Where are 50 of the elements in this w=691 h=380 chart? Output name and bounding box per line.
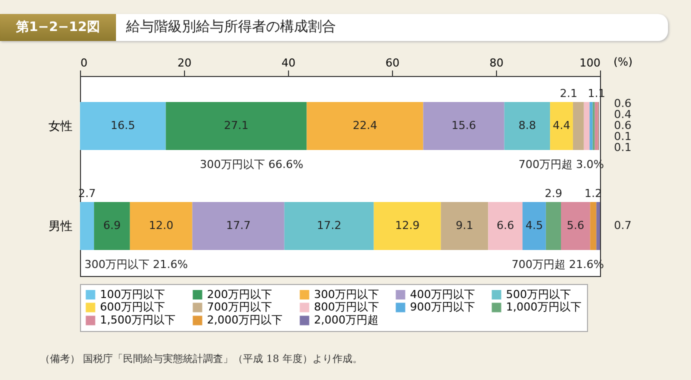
- x-tick-label: 80: [490, 56, 504, 70]
- data-label: 16.5: [110, 119, 136, 132]
- data-label: 5.6: [566, 219, 584, 232]
- legend-label: 800万円以下: [314, 300, 379, 314]
- x-tick-label: 100: [580, 56, 600, 70]
- chart-subtitle: 第1−2−12図: [0, 14, 116, 41]
- data-label: 0.1: [614, 130, 632, 143]
- legend-label: 2,000万円以下: [207, 314, 282, 326]
- text: （備考） 国税庁「民間給与実態統計調査」（平成 18 年度）より作成。: [40, 352, 362, 366]
- data-label: 4.4: [552, 119, 570, 132]
- data-label: 0.6: [614, 97, 632, 110]
- data-label: 0.6: [614, 119, 632, 132]
- data-label: 17.2: [316, 219, 342, 232]
- x-tick-label: 60: [386, 56, 400, 70]
- data-label: 0.4: [614, 108, 632, 121]
- legend-label: 2,000万円超: [314, 314, 378, 326]
- x-tick-label: 20: [178, 56, 192, 70]
- data-label: 15.6: [452, 119, 476, 132]
- data-label: 2.1: [560, 87, 578, 100]
- data-label: 9.1: [456, 219, 474, 232]
- legend-label: 300万円以下: [314, 288, 379, 301]
- data-label: 0.7: [614, 219, 632, 232]
- legend-label: 900万円以下: [410, 300, 475, 314]
- legend-label: 1,000万円以下: [506, 300, 582, 314]
- x-tick-label: 40: [282, 56, 296, 70]
- data-label: 6.6: [496, 219, 514, 232]
- data-label: 12.9: [395, 219, 420, 232]
- data-label: 4.5: [525, 219, 543, 232]
- y-tick-label: 女性: [48, 119, 72, 133]
- data-label: 8.8: [518, 119, 536, 132]
- x-axis-title: (%): [613, 56, 632, 68]
- data-label: 27.1: [224, 119, 249, 132]
- x-tick-label: 0: [80, 56, 88, 70]
- legend-label: 600万円以下: [100, 300, 165, 314]
- legend-label: 200万円以下: [207, 288, 272, 301]
- legend-label: 500万円以下: [506, 288, 571, 301]
- chart-title: 給与階級別給与所得者の構成割合: [126, 18, 336, 37]
- y-tick-label: 男性: [48, 219, 72, 233]
- data-label: 22.4: [352, 119, 378, 132]
- legend-label: 100万円以下: [100, 288, 165, 301]
- legend-label: 1,500万円以下: [100, 314, 176, 326]
- data-label: 6.9: [103, 219, 121, 232]
- legend-label: 400万円以下: [410, 288, 475, 301]
- data-label: 2.9: [544, 187, 562, 200]
- data-label: 12.0: [148, 219, 174, 232]
- annotation: 300万円以下 21.6%: [84, 258, 188, 271]
- annotation: 300万円以下 66.6%: [200, 158, 304, 171]
- data-label: 17.7: [226, 219, 251, 232]
- legend-label: 700万円以下: [207, 300, 272, 314]
- data-label: 0.1: [614, 141, 632, 154]
